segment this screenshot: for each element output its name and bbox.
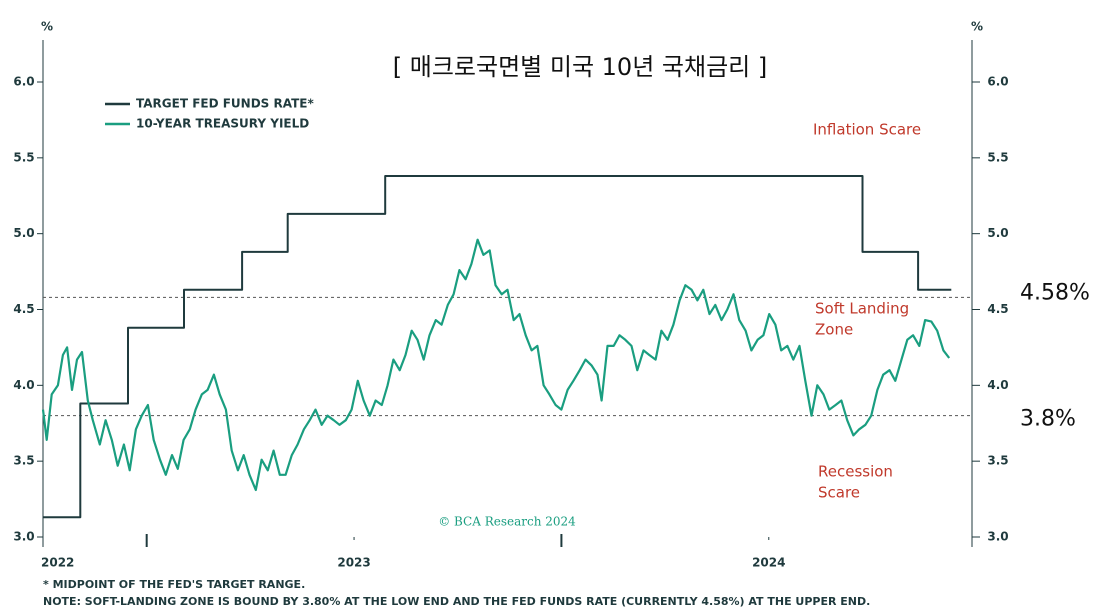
legend-label: 10-YEAR TREASURY YIELD	[136, 117, 309, 131]
annotation: Recession	[818, 463, 893, 481]
series-line	[41, 238, 951, 492]
y2-tick-label: 5.5	[987, 150, 1008, 164]
y-tick-label: 3.5	[13, 454, 34, 468]
y2-tick-label: 3.0	[987, 530, 1008, 544]
legend-label: TARGET FED FUNDS RATE*	[136, 97, 314, 111]
reference-label: 3.8%	[1020, 407, 1076, 432]
x-tick-label: 2022	[41, 556, 74, 570]
chart-title: [ 매크로국면별 미국 10년 국채금리 ]	[393, 53, 767, 81]
y2-tick-label: 6.0	[987, 75, 1008, 89]
reference-label: 4.58%	[1020, 280, 1090, 305]
annotation: Scare	[818, 484, 860, 502]
y-tick-label: 3.0	[13, 530, 34, 544]
footnote: NOTE: SOFT-LANDING ZONE IS BOUND BY 3.80…	[43, 595, 870, 608]
series-line	[43, 175, 952, 519]
y2-unit: %	[971, 20, 983, 34]
x-tick-label: 2024	[752, 556, 785, 570]
footnote: * MIDPOINT OF THE FED'S TARGET RANGE.	[43, 578, 305, 591]
y-tick-label: 6.0	[13, 75, 34, 89]
y-tick-label: 5.0	[13, 226, 34, 240]
y-tick-label: 4.5	[13, 302, 34, 316]
annotation: Inflation Scare	[813, 121, 921, 139]
y2-tick-label: 3.5	[987, 454, 1008, 468]
credit: © BCA Research 2024	[438, 515, 576, 529]
y2-tick-label: 4.5	[987, 302, 1008, 316]
x-tick-label: 2023	[337, 556, 370, 570]
y-unit: %	[41, 20, 53, 34]
y2-tick-label: 5.0	[987, 226, 1008, 240]
y-tick-label: 5.5	[13, 150, 34, 164]
annotation: Soft Landing	[815, 300, 909, 318]
y2-tick-label: 4.0	[987, 378, 1008, 392]
y-tick-label: 4.0	[13, 378, 34, 392]
annotation: Zone	[815, 321, 853, 339]
